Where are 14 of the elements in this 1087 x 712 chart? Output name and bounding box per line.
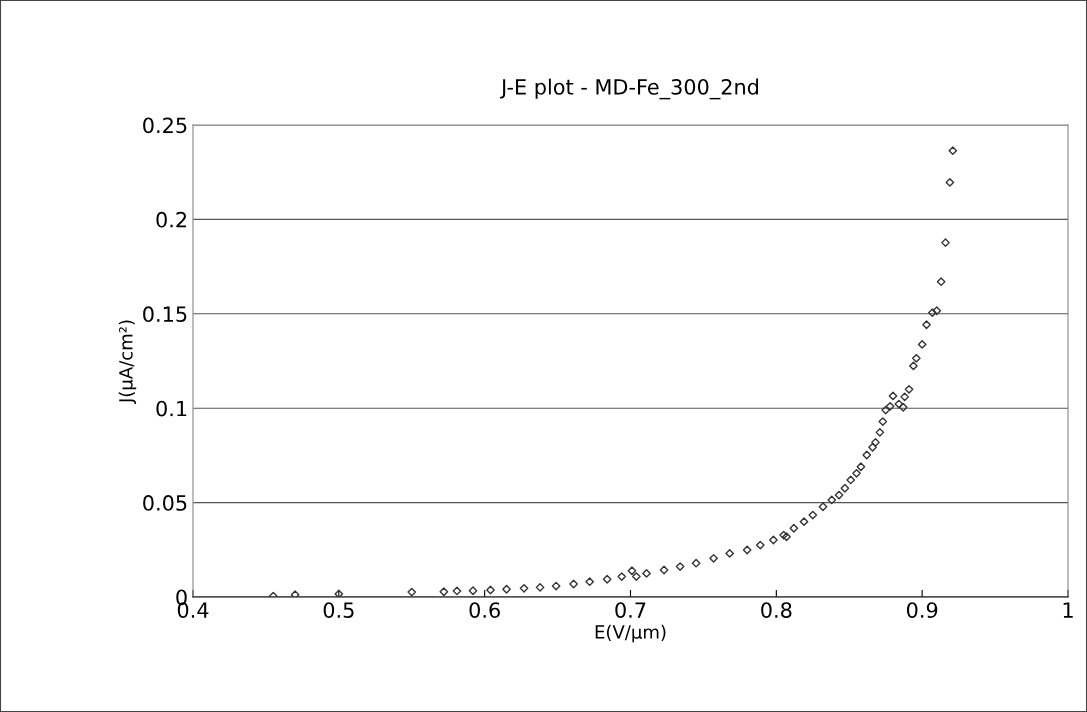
x-tick-label: 1 (1063, 602, 1073, 618)
chart-title: J-E plot - MD-Fe_300_2nd (500, 78, 759, 100)
x-axis-title: E(V/μm) (595, 624, 666, 643)
x-tick-label: 0.8 (761, 602, 792, 618)
y-tick-label: 0.1 (156, 400, 187, 417)
x-tick-label: 0.9 (906, 602, 938, 618)
y-tick-label: 0.25 (143, 117, 187, 134)
x-tick-label: 0.6 (469, 602, 500, 618)
y-tick-label: 0.15 (143, 306, 187, 323)
x-tick-label: 0.5 (323, 602, 354, 618)
y-tick-label: 0.05 (143, 495, 187, 511)
x-tick-label: 0.7 (615, 602, 646, 618)
y-axis-title: J(μA/cm²) (118, 320, 137, 404)
y-tick-label: 0.2 (156, 211, 187, 228)
